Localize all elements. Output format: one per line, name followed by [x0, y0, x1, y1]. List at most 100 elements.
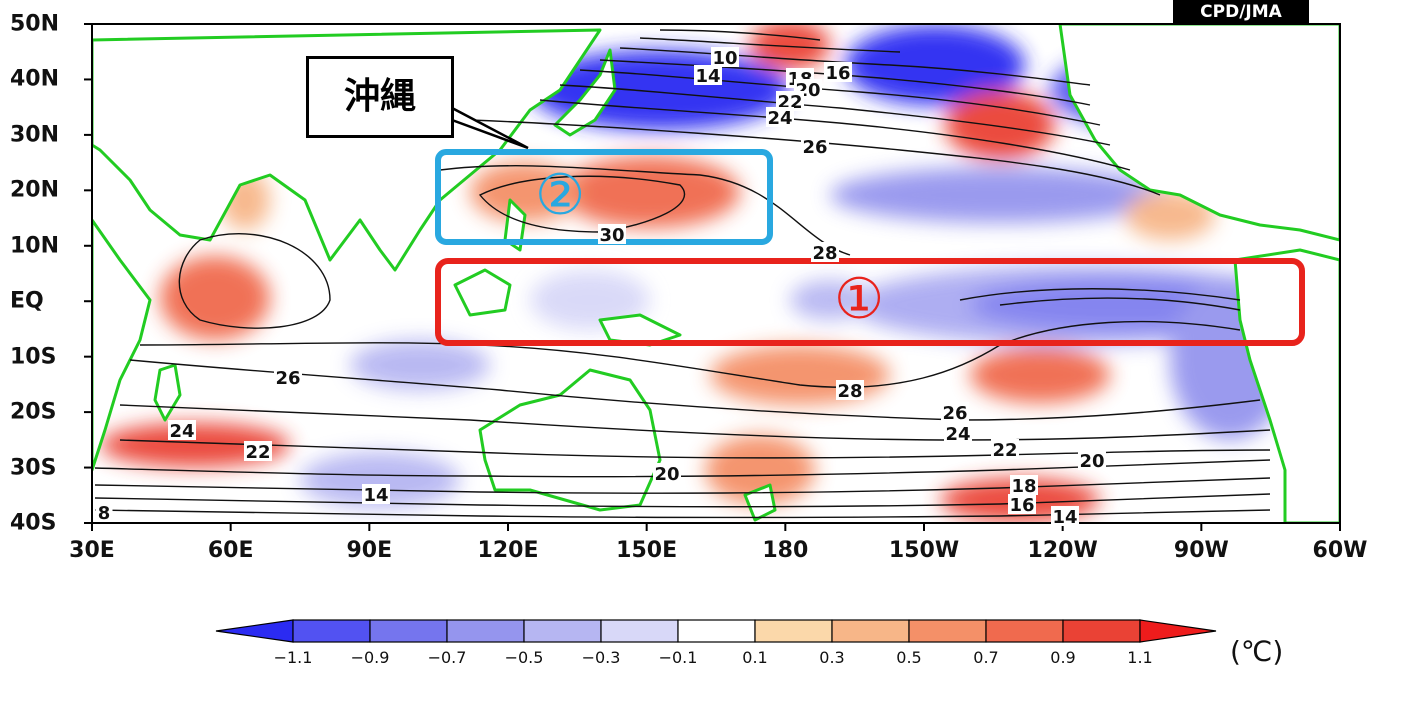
- colorbar-swatch: [369, 619, 448, 643]
- anomaly-indian-cool: [350, 340, 490, 390]
- anomaly-subtropic-cool: [830, 167, 1170, 223]
- contour-label: 24: [767, 108, 792, 129]
- lon-label: 150W: [888, 538, 960, 563]
- contour-label: 28: [837, 381, 862, 402]
- lon-label: 150E: [616, 538, 678, 563]
- colorbar-max-arrow: [1139, 619, 1217, 643]
- lon-label: 30E: [69, 538, 115, 563]
- contour-22-north: [559, 84, 1111, 146]
- anomaly-ne-pacific-warm: [945, 90, 1055, 160]
- contour-label-bg: [168, 420, 196, 440]
- anomaly-se-pacific-warm: [970, 347, 1110, 403]
- unit-label: (℃): [1230, 635, 1284, 668]
- contour-18-south: [94, 477, 1271, 494]
- contour-label-bg: [824, 62, 852, 82]
- colorbar-swatch: [292, 619, 371, 643]
- sst-contours: [94, 29, 1271, 519]
- contour-label: 16: [1009, 495, 1034, 516]
- okinawa-callout: 沖縄: [306, 56, 454, 138]
- contour-label: 18: [1011, 476, 1036, 497]
- contour-26-north: [469, 119, 1161, 196]
- contour-label-bg: [836, 380, 864, 400]
- land-masses: [92, 24, 1340, 523]
- anomaly-south-indian-warm: [100, 423, 290, 467]
- colorbar-tick-label: −1.1: [273, 648, 313, 667]
- contour-10-north: [659, 29, 821, 41]
- contour-label-bg: [1008, 494, 1036, 514]
- contour-14-north: [639, 37, 901, 53]
- contour-label-bg: [694, 65, 722, 85]
- colorbar-swatch: [1062, 619, 1141, 643]
- contour-24-north: [539, 99, 1131, 171]
- contour-label-bg: [801, 136, 829, 156]
- land-north-america: [1058, 24, 1340, 242]
- colorbar-tick-label: 0.7: [973, 648, 999, 667]
- contour-label-bg: [944, 423, 972, 443]
- land-africa-asia: [92, 28, 602, 272]
- contour-label-bg: [1051, 506, 1079, 526]
- lat-label: 40N: [10, 66, 60, 92]
- contour-16-north: [619, 47, 1091, 86]
- anomaly-region2-warm: [560, 156, 740, 228]
- contour-label: 30: [599, 225, 624, 246]
- anomaly-indian-warm: [160, 256, 270, 340]
- lon-label: 60E: [207, 538, 254, 563]
- colorbar-swatch: [985, 619, 1064, 643]
- land-borneo: [453, 268, 512, 317]
- colorbar-tick-label: 0.5: [896, 648, 922, 667]
- contour-22-south: [119, 439, 1271, 459]
- land-japan: [553, 48, 617, 137]
- contour-18-north: [599, 59, 1091, 106]
- colorbar-swatch: [600, 619, 679, 643]
- colorbar-swatch: [908, 619, 987, 643]
- contour-label: 20: [1079, 451, 1104, 472]
- contour-20-south: [94, 459, 1271, 478]
- region1-marker: ①: [834, 267, 885, 332]
- lat-label: EQ: [10, 288, 44, 314]
- region1-box: [435, 258, 1305, 346]
- colorbar-swatch: [677, 619, 756, 643]
- lat-label: 10N: [10, 233, 60, 259]
- lat-label: 50N: [10, 11, 60, 37]
- colorbar-swatch: [754, 619, 833, 643]
- lat-label: 20S: [10, 399, 57, 425]
- land-new-zealand: [743, 483, 777, 522]
- colorbar-tick-label: −0.7: [427, 648, 467, 667]
- lon-label: 60W: [1312, 538, 1368, 563]
- lon-label: 90W: [1173, 538, 1229, 563]
- lon-label: 120E: [477, 538, 539, 563]
- contour-label: 28: [812, 243, 837, 264]
- contour-label-bg: [653, 463, 681, 483]
- contour-label: 16: [825, 63, 850, 84]
- anomaly-tasman-warm: [705, 435, 815, 505]
- contour-label-bg: [362, 484, 390, 504]
- lat-label: 20N: [10, 177, 60, 203]
- colorbar-tick-label: −0.3: [581, 648, 621, 667]
- contour-label-bg: [1010, 475, 1038, 495]
- contour-labels: 1014181620222426283028262422201816142026…: [95, 47, 1106, 528]
- lat-label: 40S: [10, 510, 57, 536]
- land-philippines: [503, 198, 527, 252]
- contour-label-bg: [1078, 450, 1106, 470]
- contour-26-south: [129, 359, 1261, 421]
- plot-frame: [91, 23, 1341, 524]
- contour-label-bg: [811, 242, 839, 262]
- contour-label-bg: [941, 402, 969, 422]
- contour-eq-east-2: [999, 297, 1241, 311]
- colorbar-tick-label: −0.1: [658, 648, 698, 667]
- colorbar-tick-label: 0.9: [1050, 648, 1076, 667]
- contour-label: 22: [992, 440, 1017, 461]
- contour-indian-28: [178, 233, 331, 329]
- colorbar-tick-label: −0.9: [350, 648, 390, 667]
- contour-label: 14: [695, 66, 720, 87]
- contour-30: [478, 175, 686, 233]
- contour-eq-east: [959, 288, 1241, 301]
- colorbar-tick-label: 1.1: [1127, 648, 1153, 667]
- region2-marker: ②: [535, 163, 586, 228]
- contour-16-south: [94, 493, 1271, 508]
- contour-label-bg: [598, 224, 626, 244]
- contour-label: 14: [1052, 507, 1077, 528]
- colorbar-tick-label: 0.3: [819, 648, 845, 667]
- land-australia: [478, 368, 662, 512]
